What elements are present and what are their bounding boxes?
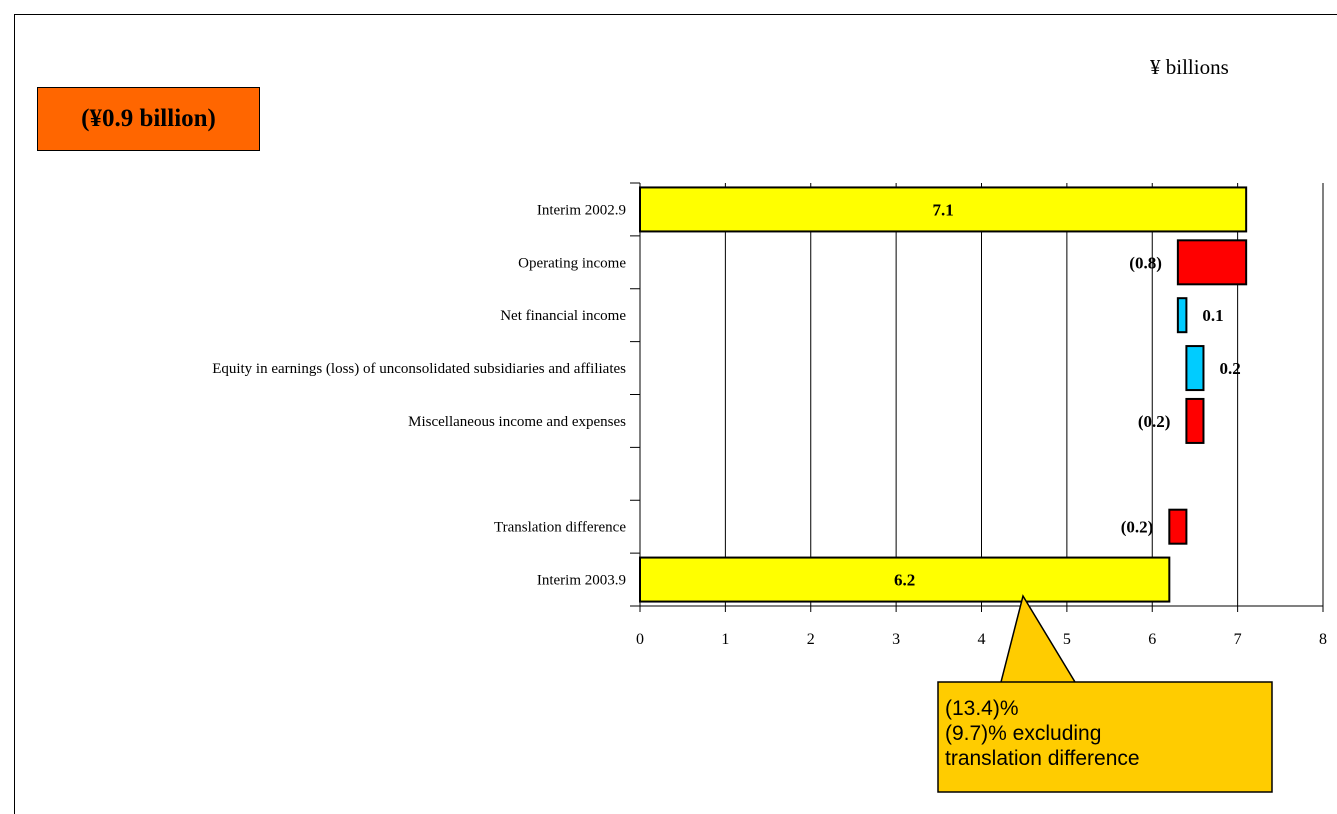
bar-decrease — [1176, 239, 1248, 286]
callout-line-2: (9.7)% excluding — [945, 722, 1102, 745]
data-label: 7.1 — [932, 200, 953, 219]
summary-box: (¥0.9 billion) — [37, 87, 260, 151]
data-label: 0.2 — [1219, 359, 1240, 378]
category-label: Translation difference — [494, 520, 626, 536]
category-label: Miscellaneous income and expenses — [408, 414, 626, 430]
data-label: 0.1 — [1202, 306, 1223, 325]
data-label: (0.2) — [1121, 518, 1154, 537]
x-tick-label: 7 — [1234, 631, 1242, 648]
x-tick-label: 0 — [636, 631, 644, 648]
x-tick-label: 3 — [892, 631, 900, 648]
x-tick-label: 2 — [807, 631, 815, 648]
data-label: (0.8) — [1129, 253, 1162, 272]
bar-decrease — [1185, 397, 1205, 444]
x-tick-label: 8 — [1319, 631, 1327, 648]
data-label: 6.2 — [894, 571, 915, 590]
bar-increase — [1176, 297, 1188, 334]
callout-text: (13.4)% (9.7)% excluding translation dif… — [945, 696, 1265, 771]
data-label: (0.2) — [1138, 412, 1171, 431]
bar-increase — [1185, 345, 1205, 392]
category-label: Interim 2002.9 — [537, 202, 626, 218]
unit-label: ¥ billions — [1150, 55, 1229, 79]
bar-total — [639, 186, 1248, 233]
callout-line-3: translation difference — [945, 747, 1140, 770]
x-tick-label: 5 — [1063, 631, 1071, 648]
category-label: Net financial income — [500, 308, 626, 324]
chart-frame — [14, 14, 1337, 814]
x-tick-label: 6 — [1148, 631, 1156, 648]
category-label: Operating income — [518, 255, 626, 271]
category-label: Interim 2003.9 — [537, 573, 626, 589]
category-label: Equity in earnings (loss) of unconsolida… — [212, 361, 626, 377]
summary-box-text: (¥0.9 billion) — [81, 105, 216, 132]
callout-line-1: (13.4)% — [945, 697, 1019, 720]
x-tick-label: 4 — [978, 631, 986, 648]
x-tick-label: 1 — [721, 631, 729, 648]
bar-decrease — [1168, 508, 1188, 545]
